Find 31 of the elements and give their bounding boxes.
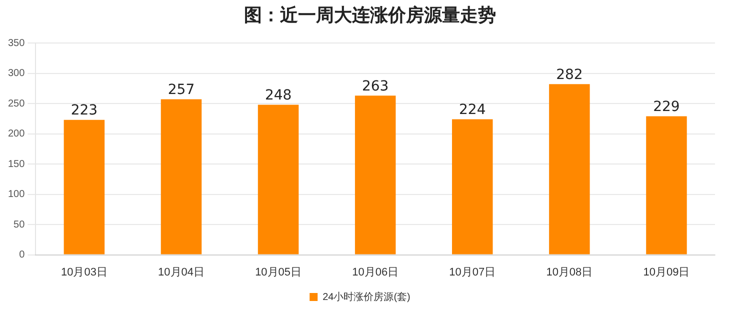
x-tick-label: 10月04日 (158, 266, 204, 278)
data-label: 248 (264, 87, 292, 104)
x-tick-label: 10月03日 (60, 266, 108, 278)
x-tick-label: 10月08日 (546, 266, 593, 278)
x-tick-label: 10月05日 (255, 266, 302, 278)
y-tick-label: 300 (8, 68, 26, 80)
y-tick-label: 100 (8, 189, 26, 200)
y-tick-label: 50 (14, 219, 26, 230)
bar (549, 84, 590, 254)
chart-title: 图：近一周大连涨价房源量走势 (243, 4, 497, 28)
data-label: 282 (556, 66, 583, 83)
data-label: 229 (653, 98, 680, 115)
bar (354, 96, 396, 254)
data-label: 263 (362, 78, 389, 94)
y-tick-label: 250 (8, 98, 26, 110)
bar (646, 116, 687, 254)
y-tick-label: 0 (19, 250, 26, 261)
data-label: 223 (70, 102, 98, 118)
data-label: 257 (168, 82, 195, 98)
bar (160, 99, 202, 254)
data-label: 224 (459, 102, 486, 118)
x-tick-label: 10月06日 (352, 266, 399, 278)
bar (64, 120, 105, 254)
bar (452, 119, 493, 254)
bar (258, 104, 299, 254)
x-tick-label: 10月09日 (643, 266, 690, 278)
x-tick-label: 10月07日 (449, 266, 496, 278)
legend-label: 24小时涨价房源(套) (322, 290, 410, 303)
y-tick-label: 350 (8, 38, 26, 49)
y-tick-label: 150 (8, 158, 26, 170)
y-tick-label: 200 (8, 128, 26, 140)
